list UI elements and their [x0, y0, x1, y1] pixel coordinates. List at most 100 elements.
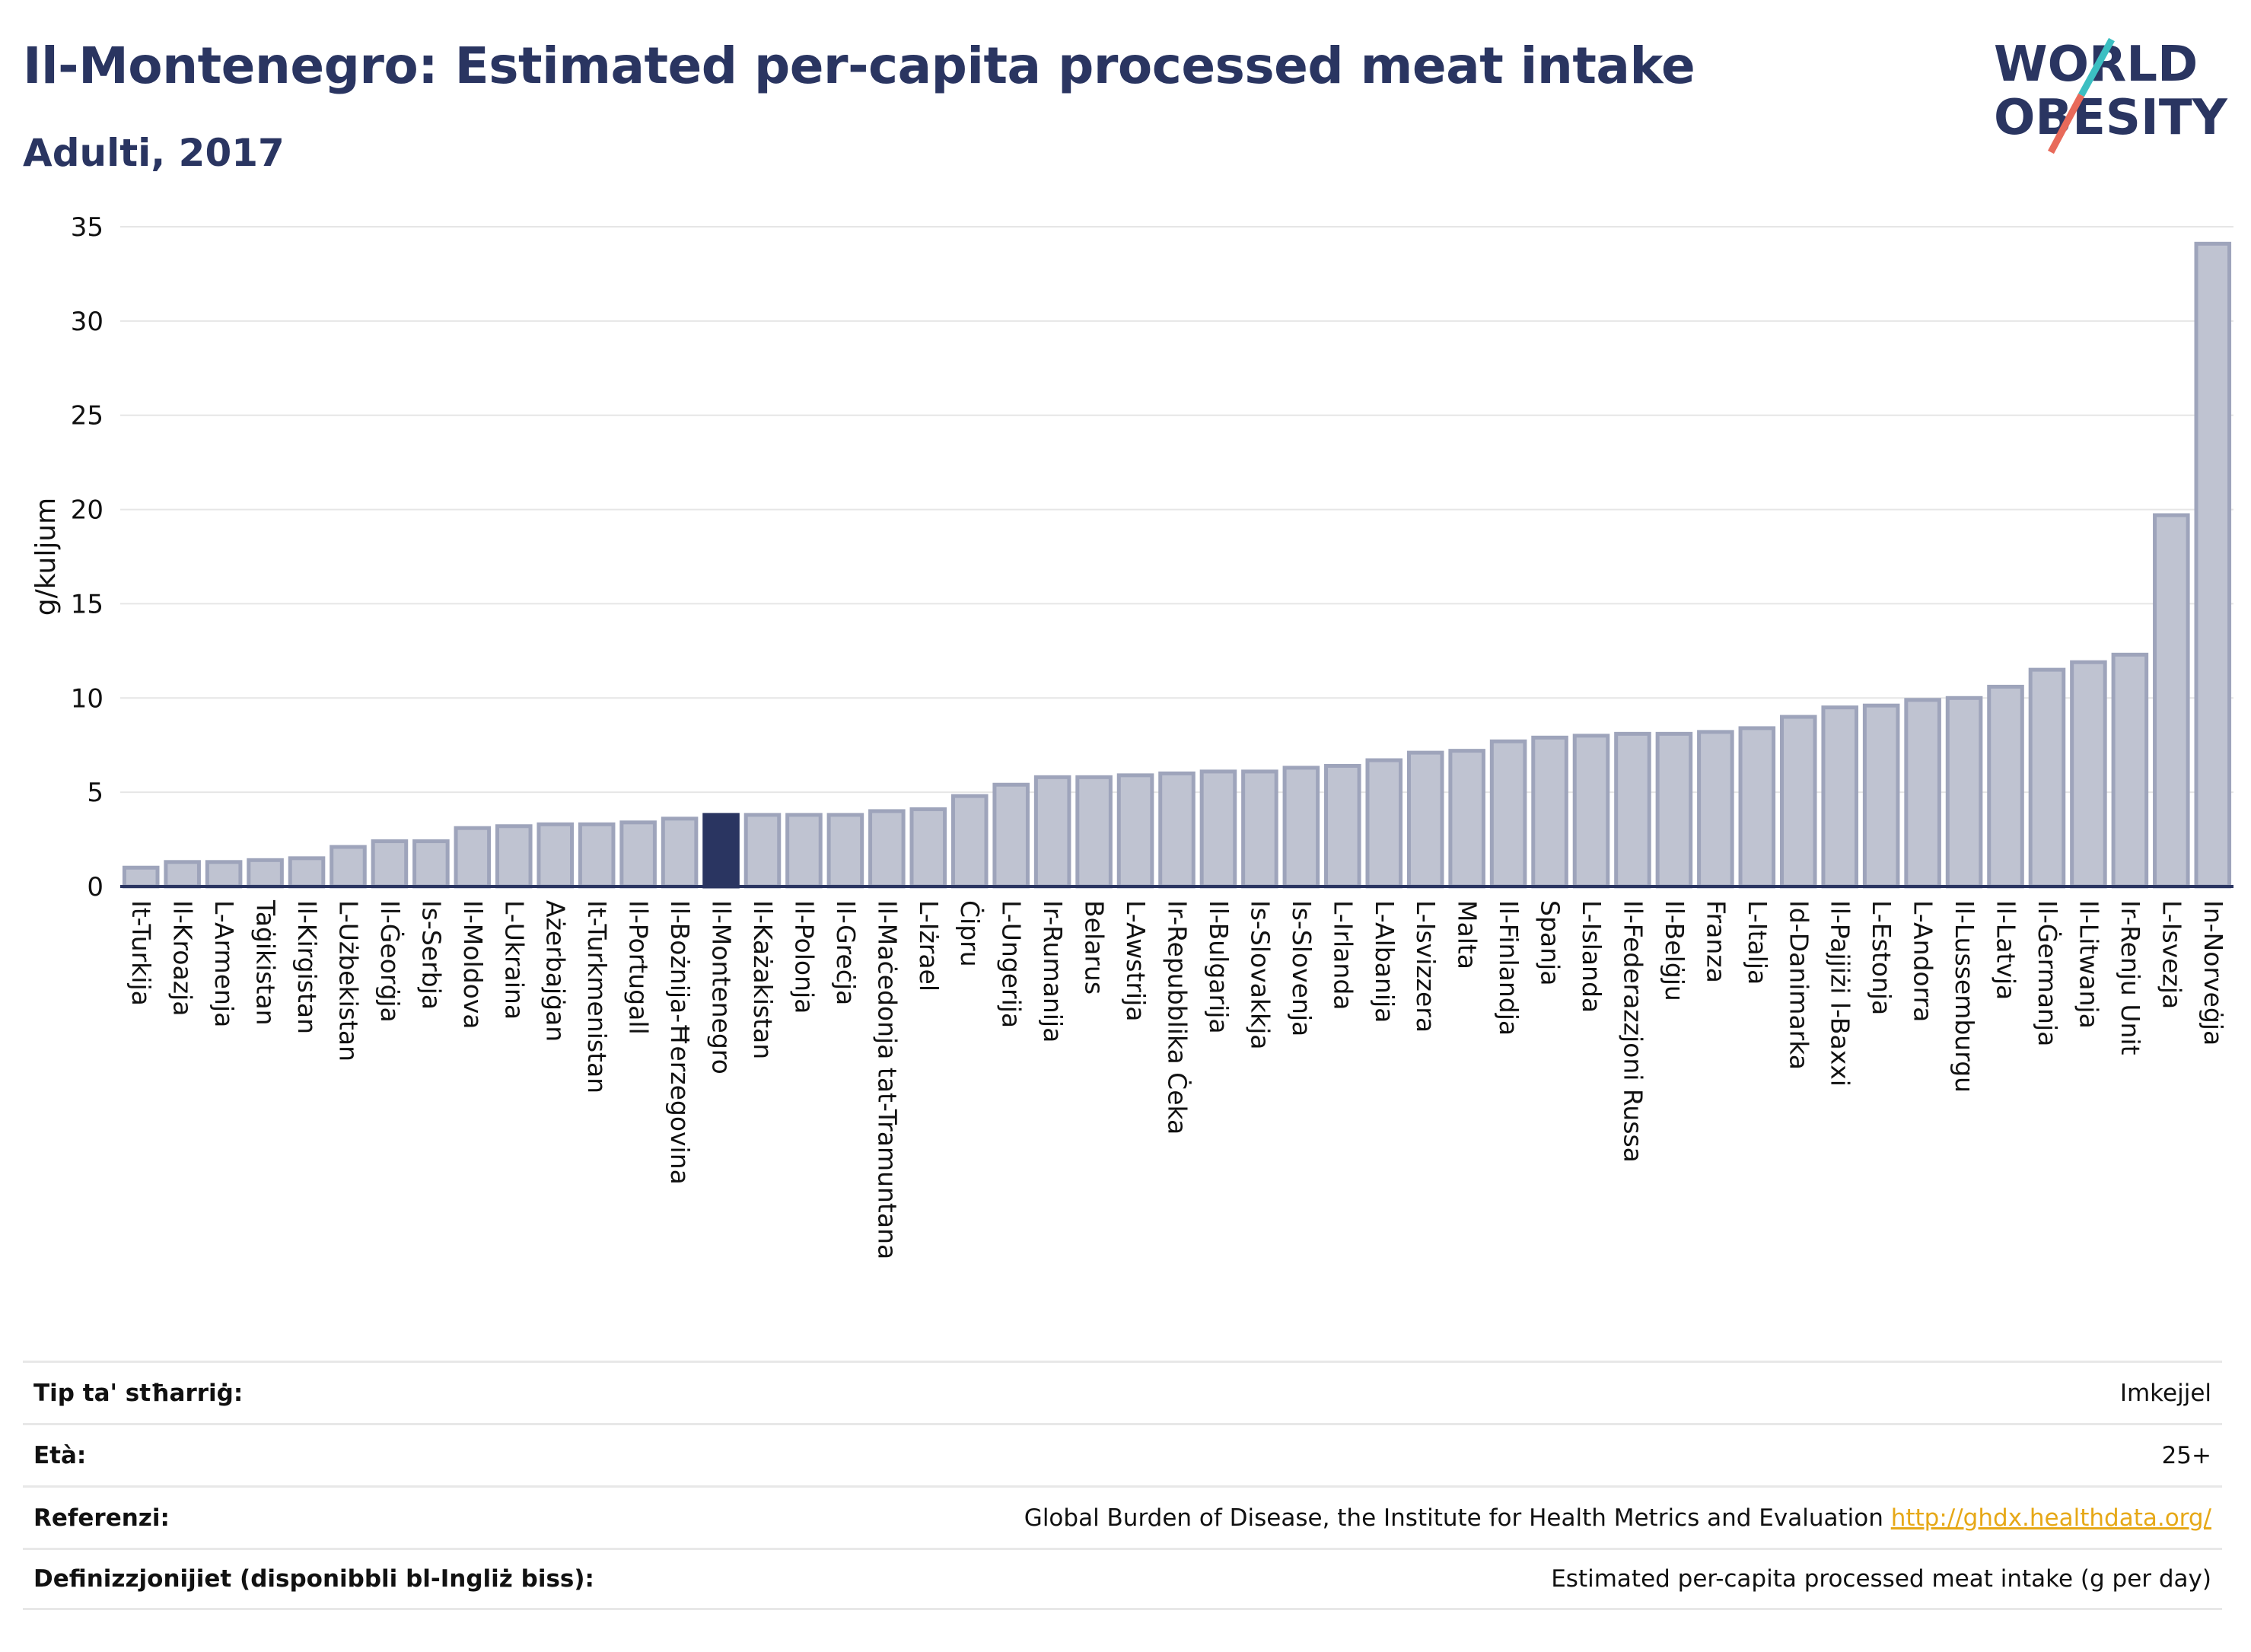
bar: [2194, 241, 2232, 889]
x-tick-label: L-Andorra: [1909, 900, 1938, 1022]
x-tick-label: Il-Bożnija-Ħerzegovina: [665, 900, 695, 1185]
bar: [288, 856, 326, 889]
x-tick-label: It-Turkmenistan: [582, 900, 612, 1093]
x-tick-label: Taġikistan: [251, 899, 281, 1026]
bar: [1821, 705, 1858, 889]
bar: [743, 813, 782, 889]
bar: [2028, 667, 2066, 889]
logo-slash-teal: [2078, 37, 2115, 97]
x-tick-label: Il-Maċedonja tat-Tramuntana: [872, 900, 902, 1259]
meta-value: Estimated per-capita processed meat inta…: [1551, 1565, 2211, 1593]
x-tick-label: Il-Polonja: [789, 900, 819, 1014]
y-tick-label: 25: [71, 401, 103, 431]
x-tick-label: Il-Portugall: [624, 900, 654, 1035]
meta-key: Età:: [33, 1441, 87, 1469]
x-tick-label: L-Ukraina: [499, 900, 529, 1020]
bar: [785, 813, 823, 889]
x-tick-label: Is-Serbja: [416, 900, 446, 1010]
y-axis-title: g/kuljum: [30, 498, 62, 616]
bar: [1738, 726, 1776, 889]
x-tick-label: Malta: [1453, 900, 1482, 969]
bar: [1406, 750, 1444, 889]
x-tick-label: Id-Danimarka: [1784, 900, 1813, 1070]
bar: [1116, 773, 1154, 889]
y-tick-label: 15: [71, 589, 103, 619]
bar: [2111, 652, 2149, 889]
x-tick-label: Ċipru: [955, 900, 985, 967]
bar: [1904, 698, 1941, 889]
x-tick-label: It-Turkija: [126, 900, 156, 1006]
x-tick-label: Is-Slovakkja: [1245, 900, 1275, 1050]
bar: [1572, 734, 1610, 889]
bar: [1945, 695, 1983, 889]
x-tick-label: Il-Moldova: [458, 900, 488, 1030]
x-tick-label: Belarus: [1080, 900, 1110, 995]
x-tick-label: Il-Montenegro: [707, 900, 737, 1074]
x-tick-label: Is-Slovenja: [1287, 900, 1317, 1036]
x-tick-label: Il-Greċja: [831, 900, 861, 1005]
x-tick-label: Ażerbajġan: [541, 900, 571, 1042]
y-tick-label: 0: [87, 872, 103, 902]
bar: [1033, 775, 1071, 889]
bar: [164, 860, 201, 889]
x-tick-label: Spanja: [1536, 900, 1565, 985]
x-tick-label: Franza: [1701, 900, 1730, 983]
bar: [454, 826, 492, 889]
x-tick-label: L-Irlanda: [1328, 900, 1358, 1011]
reference-link[interactable]: http://ghdx.healthdata.org/: [1890, 1504, 2211, 1532]
y-tick-label: 10: [71, 683, 103, 714]
bar: [1448, 749, 1485, 889]
bar: [1199, 769, 1237, 889]
meta-key: Tip ta' stħarriġ:: [33, 1379, 244, 1407]
bar: [330, 845, 367, 889]
meta-value: Imkejjel: [2119, 1379, 2211, 1407]
x-tick-label: L-Awstrija: [1121, 900, 1151, 1021]
x-tick-label: L-Italja: [1743, 900, 1772, 985]
meta-row-definitions: Definizzjonijiet (disponibbli bl-Ingliż …: [23, 1548, 2222, 1610]
x-tick-label: Il-Litwanja: [2074, 900, 2103, 1029]
meta-row-age: Età: 25+: [23, 1423, 2222, 1485]
x-tick-label: Il-Kirgistan: [292, 900, 322, 1034]
x-tick-label: L-Isvizzera: [1411, 900, 1441, 1033]
bar: [950, 794, 989, 889]
x-tick-label: Il-Belġju: [1660, 900, 1689, 1001]
bar: [412, 839, 450, 889]
bar: [826, 813, 864, 889]
world-obesity-logo: WORLD OBESITY: [1994, 37, 2227, 154]
x-tick-label: L-Estonja: [1867, 900, 1896, 1015]
bar: [2153, 513, 2190, 889]
y-tick-label: 20: [71, 495, 103, 526]
bar: [247, 858, 284, 889]
x-tick-label: Il-Finlandja: [1494, 900, 1523, 1036]
x-tick-label: Il-Ġeorġja: [375, 900, 406, 1023]
x-tick-label: L-Albanija: [1370, 900, 1399, 1023]
bar: [1655, 731, 1693, 889]
y-tick-label: 30: [71, 307, 103, 337]
meta-value: 25+: [2161, 1441, 2211, 1469]
bar: [371, 839, 409, 889]
x-tick-label: Il-Federazzjoni Russa: [1618, 900, 1648, 1163]
bar: [619, 820, 657, 889]
bar: [1324, 763, 1361, 889]
bar: [536, 822, 575, 889]
meta-value: Global Burden of Disease, the Institute …: [1024, 1504, 2211, 1532]
bar: [868, 809, 906, 889]
bar: [1158, 771, 1196, 889]
bar: [1489, 739, 1527, 889]
bar: [2070, 660, 2107, 889]
x-tick-label: L-Użbekistan: [333, 900, 363, 1062]
bar: [1241, 769, 1278, 889]
bar: [661, 816, 699, 889]
bar-chart: 0 5 10 15 20 25 30 35 g/kuljum It-Turkija Il-Kroaz…: [30, 212, 2233, 1259]
x-tick-label: In-Norveġja: [2198, 900, 2228, 1046]
x-tick-label: Il-Bulgarija: [1204, 900, 1234, 1034]
y-tick-label: 5: [87, 778, 103, 808]
bar: [122, 865, 160, 889]
bar: [1614, 731, 1651, 889]
logo-line2: OBESITY: [1994, 90, 2227, 146]
bar: [1365, 758, 1403, 889]
x-tick-label: L-Islanda: [1577, 900, 1606, 1013]
bar: [1282, 766, 1320, 889]
bar: [578, 822, 616, 889]
meta-key: Referenzi:: [33, 1504, 170, 1532]
